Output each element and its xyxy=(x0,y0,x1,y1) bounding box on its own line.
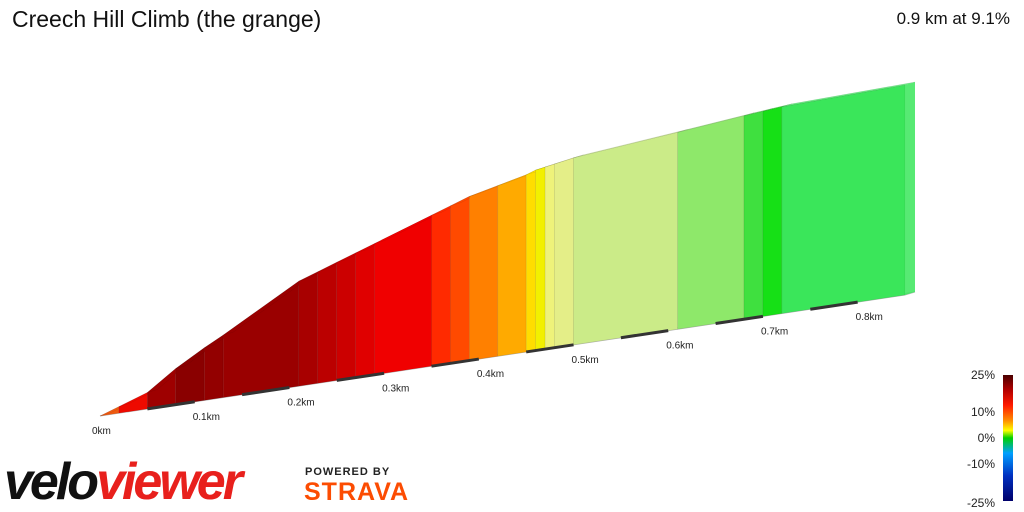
gradient-segment xyxy=(298,271,319,387)
profile-end-cap xyxy=(905,82,915,295)
climb-summary: 0.9 km at 9.1% xyxy=(896,9,1010,28)
powered-by-text: POWERED BY xyxy=(305,466,391,478)
veloviewer-logo: veloviewer xyxy=(4,452,243,512)
gradient-color-scale xyxy=(1003,375,1013,501)
gradient-segment xyxy=(431,205,451,367)
distance-tick-bar xyxy=(620,329,669,340)
distance-tick-bar xyxy=(810,300,858,311)
gradient-segment xyxy=(175,347,205,405)
distance-tick-label: 0.2km xyxy=(287,398,314,409)
distance-tick-label: 0.7km xyxy=(761,326,788,337)
distance-tick-label: 0.1km xyxy=(193,412,220,423)
distance-tick-bar xyxy=(336,371,385,382)
gradient-segment xyxy=(535,166,546,351)
distance-tick-label: 0.3km xyxy=(382,383,409,394)
gradient-segment xyxy=(573,131,679,346)
distance-tick-label: 0.6km xyxy=(666,341,693,352)
gradient-segment xyxy=(781,84,906,314)
gradient-segment xyxy=(497,174,527,357)
gradient-segment xyxy=(450,195,470,364)
gradient-segment xyxy=(743,110,764,320)
gradient-segment xyxy=(762,106,783,317)
distance-tick-label: 0km xyxy=(92,426,111,437)
logo-part-velo: velo xyxy=(4,453,99,511)
legend-label-neg10: -10% xyxy=(966,457,995,471)
gradient-segment xyxy=(544,163,555,350)
legend-label-min: -25% xyxy=(966,496,995,510)
gradient-segment xyxy=(554,157,574,349)
distance-tick-label: 0.8km xyxy=(856,312,883,323)
legend-label-0: 0% xyxy=(977,431,995,445)
distance-tick-label: 0.4km xyxy=(477,369,504,380)
distance-tick-bar xyxy=(525,343,574,354)
gradient-segment xyxy=(336,252,357,381)
distance-tick-label: 0.5km xyxy=(572,355,599,366)
distance-tick-bar xyxy=(241,386,290,397)
gradient-segment xyxy=(677,115,745,330)
gradient-segment xyxy=(317,261,338,384)
gradient-segment xyxy=(525,169,536,353)
distance-tick-bar xyxy=(147,400,195,411)
page-title: Creech Hill Climb (the grange) xyxy=(12,6,322,32)
gradient-segment xyxy=(355,242,375,378)
legend-label-10: 10% xyxy=(970,405,995,419)
distance-tick-bar xyxy=(715,314,764,325)
gradient-segment xyxy=(222,280,300,398)
gradient-legend: 25% 10% 0% -10% -25% xyxy=(948,364,1024,512)
distance-tick-bar xyxy=(431,357,480,368)
legend-label-max: 25% xyxy=(970,368,995,382)
gradient-segment xyxy=(469,185,499,361)
logo-part-viewer: viewer xyxy=(96,453,243,511)
strava-logo: STRAVA xyxy=(304,478,410,506)
